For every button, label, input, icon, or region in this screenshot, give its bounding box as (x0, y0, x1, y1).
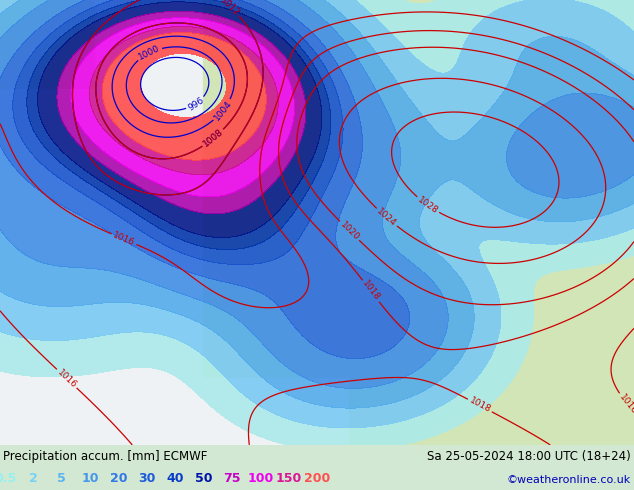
Text: 1020: 1020 (338, 220, 361, 242)
Text: 1016: 1016 (112, 231, 136, 248)
Text: 1018: 1018 (468, 396, 492, 415)
Text: ©weatheronline.co.uk: ©weatheronline.co.uk (507, 475, 631, 486)
Text: 1004: 1004 (212, 98, 233, 122)
Text: 20: 20 (110, 472, 127, 486)
Text: 1008: 1008 (202, 127, 225, 149)
Text: 1016: 1016 (617, 392, 634, 416)
Text: 2: 2 (29, 472, 38, 486)
Text: 1028: 1028 (416, 195, 440, 216)
Text: 10: 10 (81, 472, 99, 486)
Text: 1008: 1008 (202, 127, 225, 149)
Text: Precipitation accum. [mm] ECMWF: Precipitation accum. [mm] ECMWF (3, 450, 207, 464)
Text: 1018: 1018 (360, 279, 382, 303)
Text: 200: 200 (304, 472, 330, 486)
Text: 5: 5 (58, 472, 66, 486)
Text: 75: 75 (223, 472, 241, 486)
Text: 50: 50 (195, 472, 212, 486)
Text: 30: 30 (138, 472, 155, 486)
Text: 996: 996 (186, 95, 205, 112)
Text: 1024: 1024 (375, 207, 398, 228)
Text: 1000: 1000 (137, 44, 162, 62)
Text: 150: 150 (276, 472, 302, 486)
Text: Sa 25-05-2024 18:00 UTC (18+24): Sa 25-05-2024 18:00 UTC (18+24) (427, 450, 631, 464)
Text: 1016: 1016 (55, 368, 78, 390)
Text: 40: 40 (167, 472, 184, 486)
Text: 1012: 1012 (218, 0, 241, 18)
Text: 0.5: 0.5 (0, 472, 16, 486)
Text: 100: 100 (247, 472, 273, 486)
Text: 1012: 1012 (218, 0, 241, 18)
